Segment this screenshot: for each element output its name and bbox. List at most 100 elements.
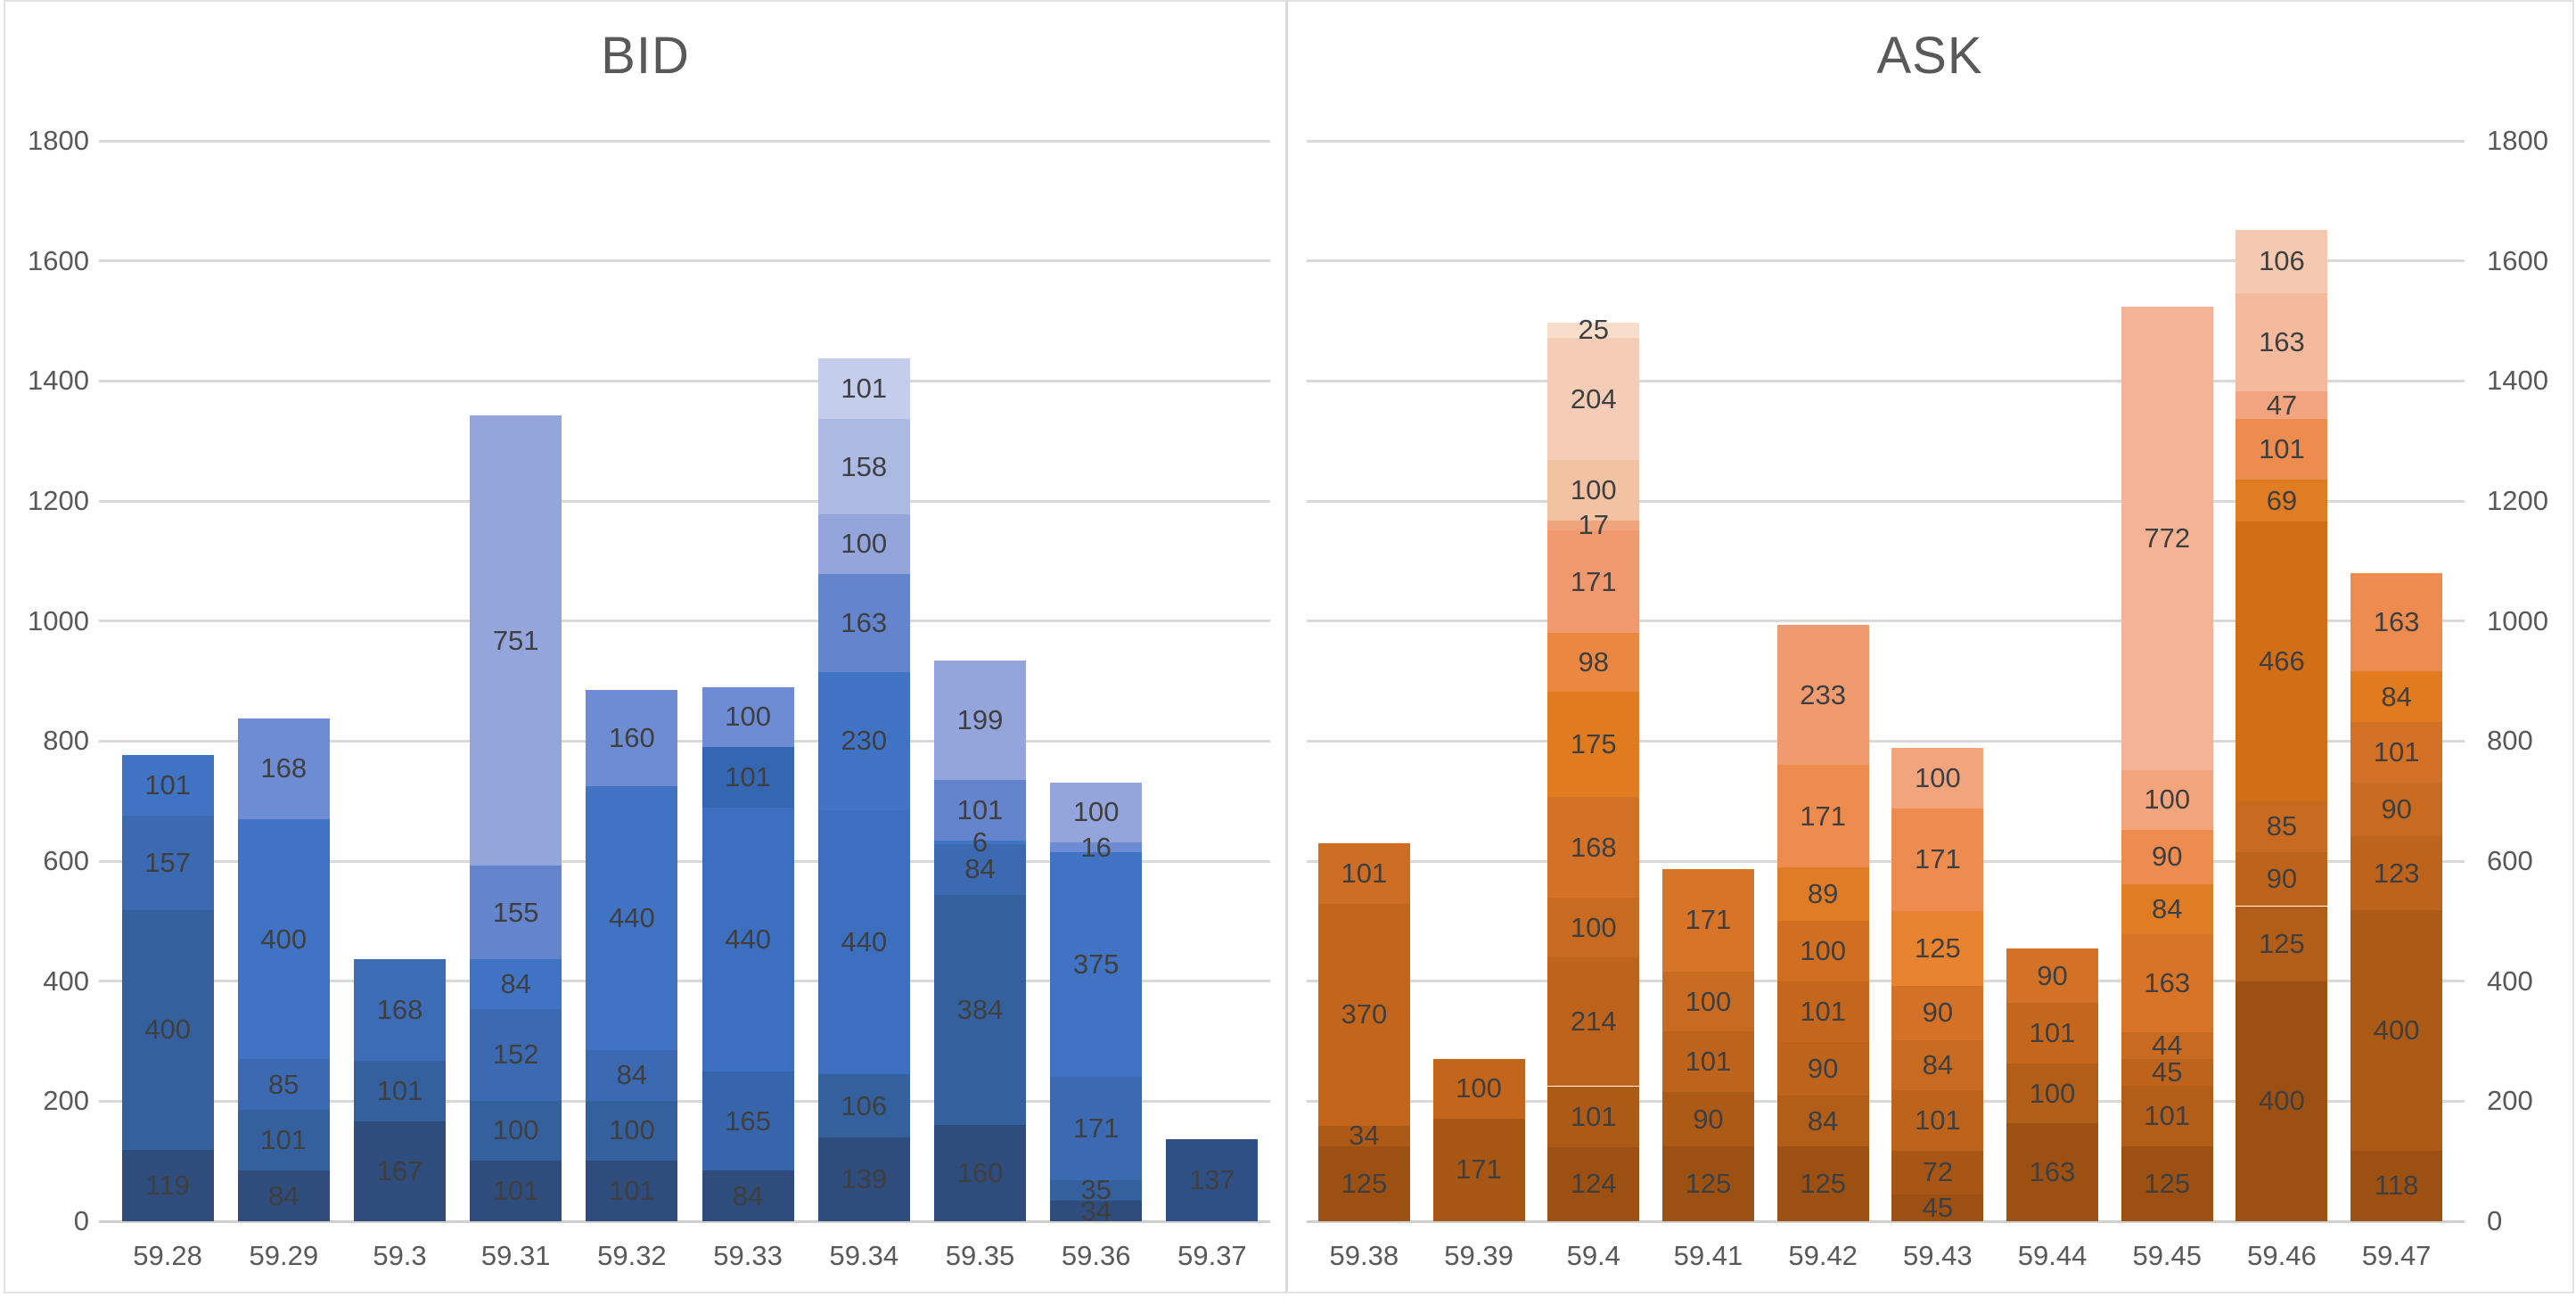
bar-segment: [237, 718, 330, 819]
x-axis-tick-label: 59.33: [713, 1240, 783, 1271]
y-axis-tick-label: 0: [73, 1205, 89, 1236]
bar-segment: [237, 1170, 330, 1221]
bar-segment: [237, 1059, 330, 1111]
bar-segment: [2350, 836, 2443, 911]
x-axis-tick-label: 59.4: [1566, 1240, 1620, 1271]
x-axis-tick-label: 59.46: [2247, 1240, 2317, 1271]
y-axis-tick-label: 1600: [28, 244, 89, 276]
segment-value-label: 100: [1570, 473, 1617, 505]
segment-value-label: 167: [376, 1154, 423, 1186]
segment-value-label: 163: [2259, 325, 2305, 357]
bar-segment: [1050, 851, 1143, 1078]
bar-segment: [1776, 867, 1869, 922]
segment-value-label: 101: [2029, 1016, 2076, 1048]
segment-value-label: 171: [1800, 800, 1846, 832]
bar-segment: [2236, 419, 2328, 480]
bar-segment: [934, 894, 1026, 1126]
bar-segment: [354, 959, 446, 1061]
segment-value-label: 168: [1570, 831, 1617, 863]
bar-segment: [2121, 306, 2213, 770]
bar-segment: [1891, 808, 1984, 911]
segment-value-label: 101: [492, 1174, 539, 1206]
bar-segment: [470, 415, 562, 866]
bar-segment: [121, 1149, 214, 1221]
ask-title: ASK: [1876, 27, 1983, 85]
bar-segment: [2006, 1123, 2099, 1221]
bar-segment: [2121, 934, 2213, 1032]
segment-value-label: 84: [732, 1179, 764, 1211]
y-axis-tick-label: 200: [2487, 1085, 2533, 1117]
segment-value-label: 163: [2029, 1156, 2076, 1188]
bar-segment: [934, 780, 1026, 841]
bar-segment: [2236, 906, 2328, 981]
segment-value-label: 101: [2144, 1099, 2191, 1131]
segment-value-label: 384: [956, 993, 1004, 1025]
y-axis-tick-label: 1600: [2487, 244, 2548, 276]
bar-segment: [1547, 796, 1640, 899]
segment-value-label: 158: [841, 450, 888, 482]
bar-segment: [1547, 633, 1640, 693]
bar-segment: [1891, 1194, 1984, 1221]
bar-segment: [1050, 1077, 1143, 1180]
bar-segment: [1547, 898, 1640, 958]
segment-value-label: 118: [2374, 1170, 2419, 1202]
bar-segment: [2236, 851, 2328, 907]
y-axis-tick-label: 1000: [2487, 604, 2548, 636]
segment-value-label: 100: [1800, 935, 1846, 966]
segment-value-label: 100: [1456, 1072, 1502, 1104]
segment-value-label: 160: [609, 721, 655, 753]
bar-segment: [2350, 721, 2443, 783]
segment-value-label: 101: [144, 768, 191, 800]
gridline: [1307, 980, 2465, 983]
x-axis-line: [99, 1219, 1270, 1223]
x-axis-tick-label: 59.43: [1903, 1240, 1973, 1271]
segment-value-label: 230: [841, 725, 888, 757]
bar-segment: [1547, 323, 1640, 338]
segment-value-label: 47: [2266, 389, 2298, 421]
segment-value-label: 90: [1922, 997, 1954, 1029]
segment-value-label: 163: [2373, 606, 2420, 638]
segment-value-label: 89: [1807, 878, 1839, 910]
bar-segment: [586, 1050, 678, 1101]
bar-segment: [237, 1110, 330, 1171]
gridline: [1307, 739, 2465, 743]
gridline: [99, 499, 1270, 503]
segment-value-label: 168: [376, 993, 423, 1025]
y-axis-tick-label: 1200: [2487, 485, 2548, 516]
segment-value-label: 84: [2152, 892, 2183, 924]
segment-value-label: 90: [2381, 793, 2412, 825]
segment-value-label: 139: [841, 1163, 888, 1195]
bar-segment: [817, 671, 910, 810]
segment-value-label: 34: [1080, 1194, 1112, 1227]
y-axis-tick-label: 1400: [2487, 365, 2548, 397]
bar-segment: [1776, 1041, 1869, 1096]
x-axis-tick-label: 59.31: [480, 1240, 551, 1271]
segment-value-label: 375: [1072, 948, 1120, 981]
bar-segment: [2121, 1085, 2213, 1146]
x-axis-tick-label: 59.42: [1788, 1240, 1858, 1271]
segment-value-label: 125: [1800, 1167, 1846, 1199]
segment-value-label: 84: [616, 1059, 648, 1091]
bar-segment: [470, 866, 562, 959]
segment-value-label: 204: [1570, 382, 1617, 415]
bar-segment: [1166, 1138, 1259, 1221]
bar-segment: [1050, 842, 1143, 852]
bar-segment: [121, 815, 214, 910]
bar-segment: [817, 358, 910, 420]
segment-value-label: 101: [841, 373, 888, 405]
y-axis-tick-label: 1800: [2487, 125, 2548, 156]
segment-value-label: 100: [1072, 796, 1120, 828]
bar-segment: [701, 747, 794, 809]
bar-segment: [1432, 1118, 1525, 1221]
x-axis-tick-label: 59.37: [1177, 1240, 1247, 1271]
bar-segment: [1661, 1031, 1754, 1093]
bar-segment: [2350, 910, 2443, 1151]
bar-segment: [1547, 1146, 1640, 1221]
segment-value-label: 69: [2266, 484, 2298, 516]
segment-value-label: 171: [1570, 565, 1617, 597]
bar-segment: [817, 419, 910, 514]
segment-value-label: 84: [500, 968, 531, 1000]
bar-segment: [1547, 957, 1640, 1087]
bar-segment: [1050, 782, 1143, 843]
bar-segment: [1891, 986, 1984, 1040]
